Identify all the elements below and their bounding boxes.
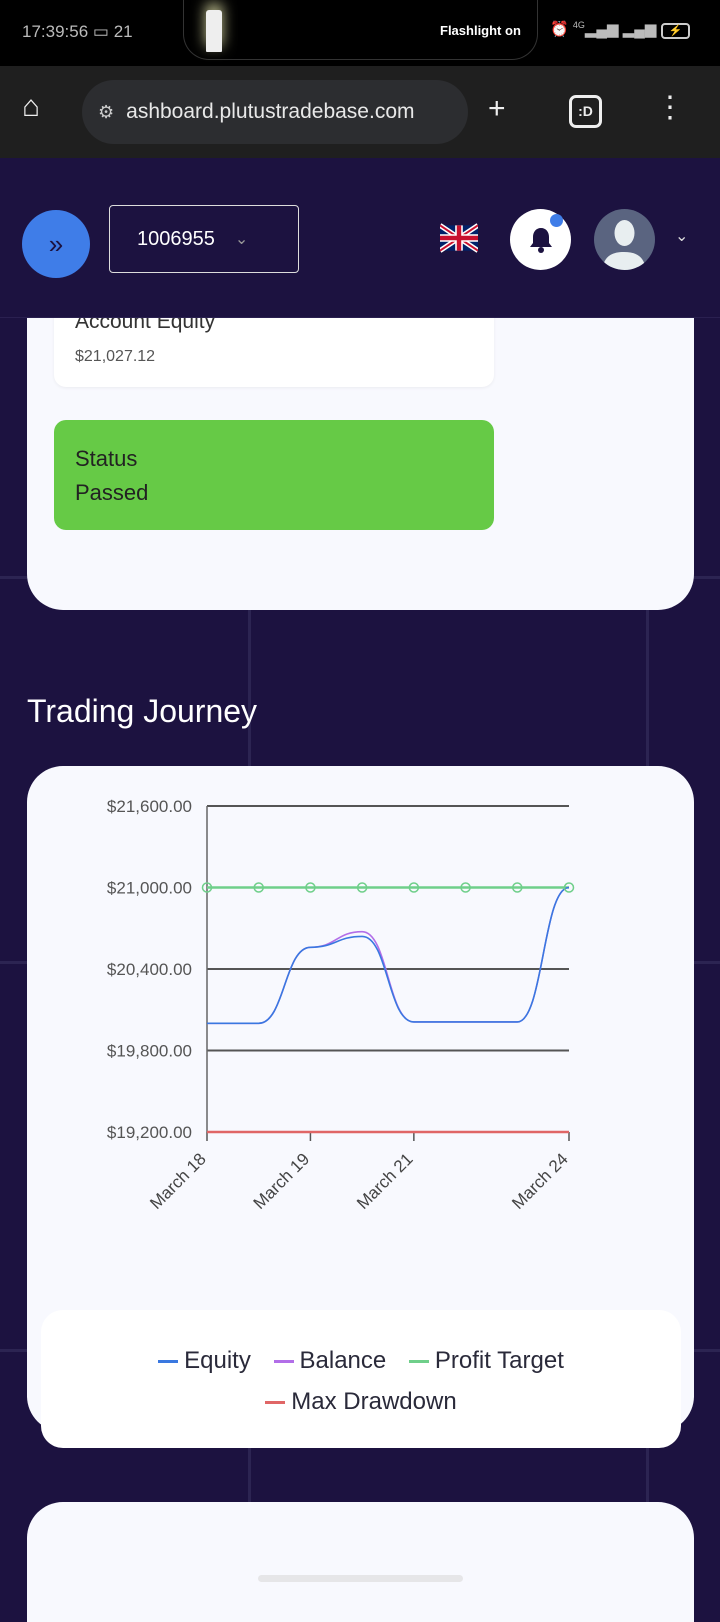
- tab-switcher-icon[interactable]: :D: [569, 95, 602, 128]
- legend-item-balance[interactable]: Balance: [273, 1347, 386, 1374]
- flashlight-icon: [206, 10, 222, 52]
- legend-swatch: [408, 1360, 429, 1364]
- legend-swatch: [158, 1360, 179, 1364]
- home-icon[interactable]: ⌂: [22, 90, 41, 123]
- more-menu-icon[interactable]: ⋮: [655, 91, 685, 124]
- account-number: 1006955: [137, 227, 215, 250]
- status-card: Status Passed: [54, 420, 494, 530]
- bell-icon: [529, 227, 552, 253]
- user-menu-chevron-icon[interactable]: ⌄: [675, 228, 689, 245]
- next-card: [27, 1502, 694, 1622]
- alarm-icon: ⏰: [550, 21, 569, 38]
- system-icons: ⏰ 4G▂▄▆ ▂▄▆ ⚡: [550, 20, 691, 39]
- site-settings-icon[interactable]: ⚙: [98, 101, 115, 122]
- user-silhouette-icon: [602, 220, 646, 270]
- legend-swatch: [273, 1360, 294, 1364]
- user-avatar[interactable]: [594, 209, 655, 270]
- sidebar-toggle-button[interactable]: »: [22, 210, 90, 278]
- notifications-button[interactable]: [510, 209, 571, 270]
- new-tab-icon[interactable]: +: [488, 92, 506, 125]
- gesture-handle: [258, 1575, 463, 1582]
- equity-value: $21,027.12: [75, 348, 156, 365]
- url-text: ashboard.plutustradebase.com: [126, 100, 415, 123]
- legend-item-profit-target[interactable]: Profit Target: [408, 1347, 564, 1374]
- section-title: Trading Journey: [27, 693, 258, 729]
- status-label: Status: [75, 446, 138, 471]
- chart-legend: Equity Balance Profit Target Max Drawdow…: [41, 1310, 681, 1448]
- notification-dot: [550, 214, 563, 227]
- account-selector[interactable]: 1006955 ⌄: [109, 205, 299, 273]
- flashlight-status: Flashlight on: [440, 23, 521, 38]
- chevron-down-icon: ⌄: [234, 231, 249, 248]
- uk-flag-icon[interactable]: [440, 223, 478, 253]
- flashlight-island: [183, 0, 538, 60]
- signal-icon-2: ▂▄▆: [622, 21, 657, 38]
- message-icon: ▭: [92, 22, 109, 41]
- legend-item-equity[interactable]: Equity: [158, 1347, 251, 1374]
- signal-icon: ▂▄▆: [584, 21, 619, 38]
- clock: 17:39:56 ▭ 21: [22, 22, 133, 41]
- battery-icon: ⚡: [660, 23, 691, 39]
- address-bar[interactable]: ⚙ ashboard.plutustradebase.com: [82, 80, 468, 144]
- status-value: Passed: [75, 480, 149, 505]
- status-bar: 17:39:56 ▭ 21 Flashlight on ⏰ 4G▂▄▆ ▂▄▆ …: [0, 0, 720, 66]
- double-chevron-right-icon: »: [48, 228, 64, 259]
- legend-item-max-drawdown[interactable]: Max Drawdown: [265, 1388, 457, 1415]
- legend-swatch: [265, 1401, 286, 1405]
